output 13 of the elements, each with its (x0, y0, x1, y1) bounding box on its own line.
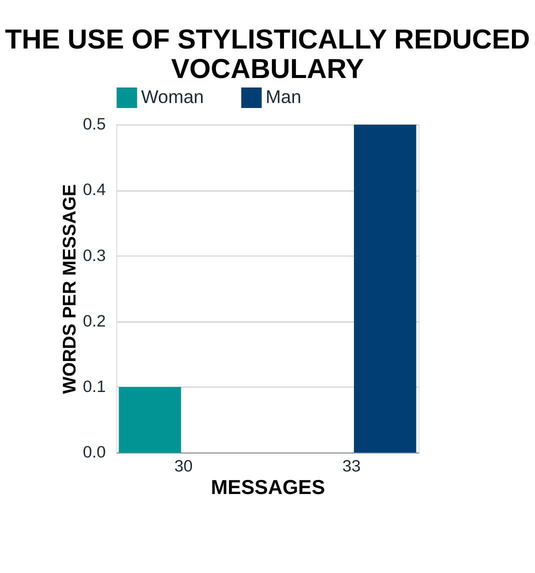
legend-label: Man (266, 86, 302, 108)
y-tick-label: 0.1 (82, 378, 106, 396)
x-tick-label: 33 (342, 457, 361, 476)
chart-title: THE USE OF STYLISTICALLY REDUCED VOCABULARY (4, 24, 530, 84)
legend-label: Woman (141, 86, 204, 108)
y-tick-label: 0.2 (82, 312, 106, 330)
y-tick-label: 0.5 (82, 116, 106, 134)
y-tick-label: 0.4 (82, 181, 106, 200)
x-tick-label: 30 (174, 457, 193, 476)
y-tick-label: 0.3 (82, 246, 106, 265)
x-axis-title: MESSAGES (210, 477, 326, 500)
y-axis-title: WORDS PER MESSAGE (58, 184, 80, 394)
y-tick-label: 0.0 (82, 444, 106, 462)
